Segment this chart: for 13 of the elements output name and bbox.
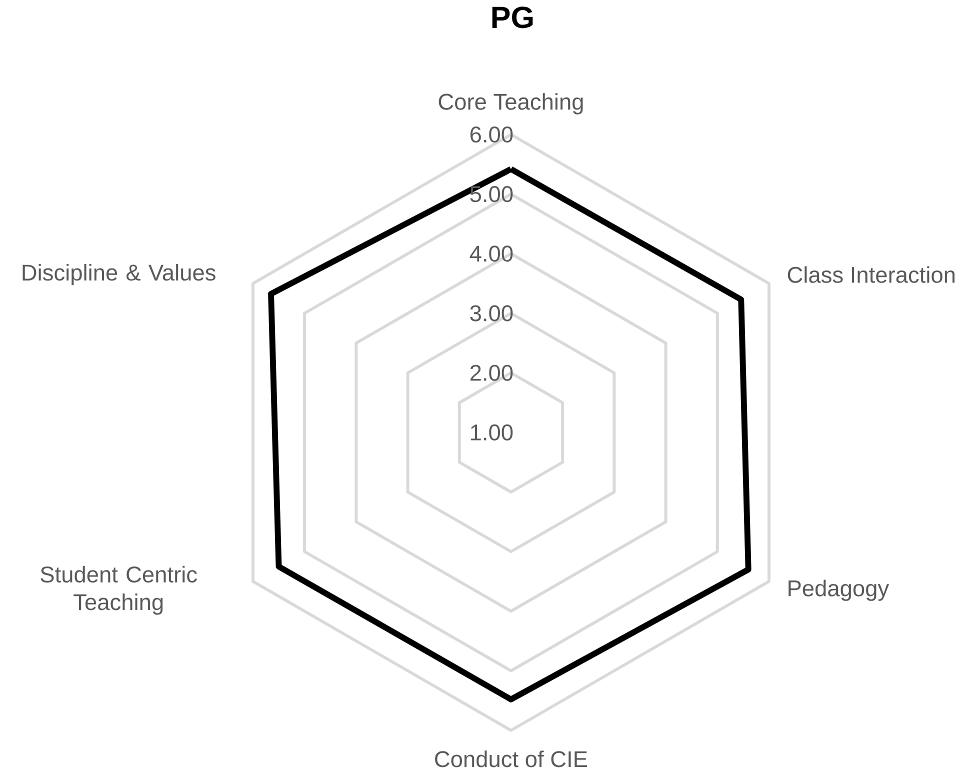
y-tick-label: 1.00 — [471, 424, 513, 440]
y-tick-label: 3.00 — [470, 305, 513, 322]
y-tick-label: 4.00 — [470, 246, 513, 262]
chart-title: PG — [492, 6, 533, 28]
spoke-label: Pedagogy — [788, 580, 890, 601]
y-tick-label: 5.00 — [470, 186, 513, 202]
y-tick-label: 2.00 — [470, 364, 513, 381]
spoke-label: Student Centric Teaching — [40, 566, 197, 615]
y-tick-label: 6.00 — [470, 126, 513, 142]
spoke-label: Core Teaching — [438, 93, 583, 114]
spoke-label: Class Interaction — [788, 266, 955, 283]
spoke-label: Conduct of CIE — [435, 750, 588, 768]
spoke-label: Discipline & Values — [22, 264, 216, 286]
